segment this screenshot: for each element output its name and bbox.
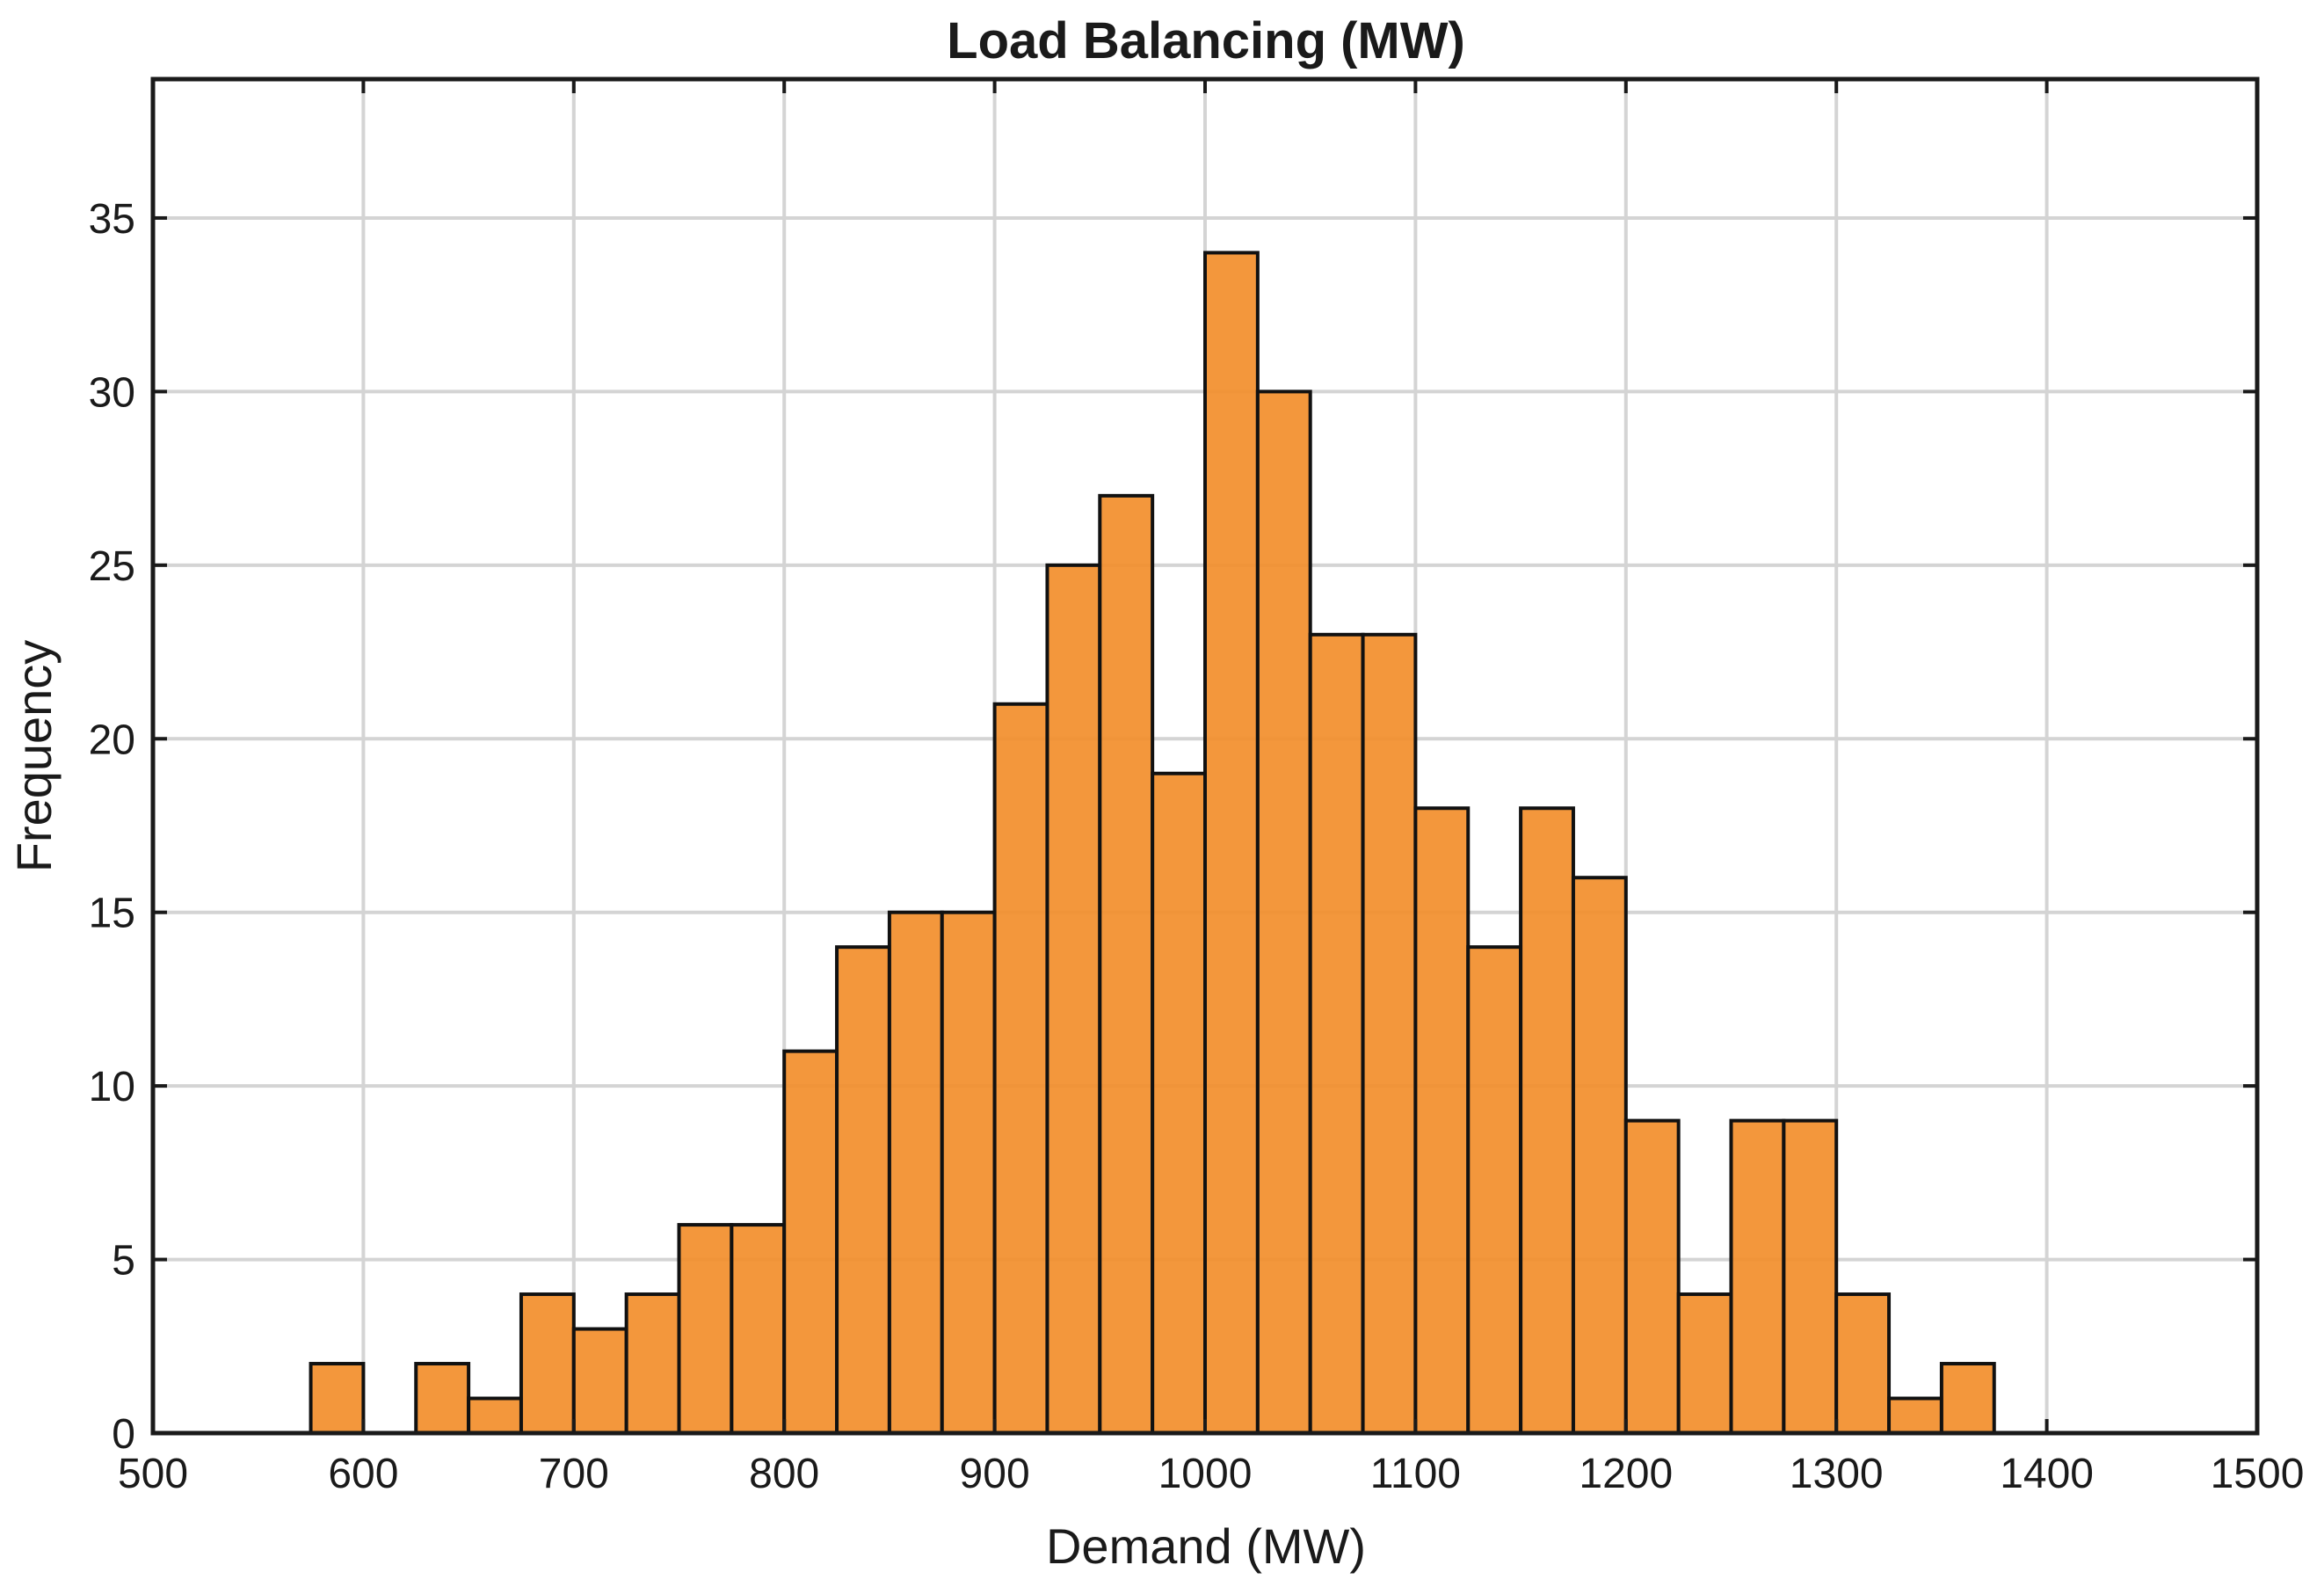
x-tick-label: 600 bbox=[328, 1451, 398, 1497]
y-tick-label: 35 bbox=[89, 196, 135, 243]
y-tick-label: 5 bbox=[112, 1238, 135, 1285]
histogram-bar bbox=[1571, 876, 1628, 1435]
y-axis-label: Frequency bbox=[6, 640, 62, 873]
histogram-bar bbox=[835, 945, 891, 1435]
chart-title: Load Balancing (MW) bbox=[947, 12, 1465, 69]
histogram-bar bbox=[1729, 1118, 1786, 1435]
histogram-bar bbox=[1308, 632, 1365, 1435]
plot-frame bbox=[150, 76, 2260, 1436]
x-tick-label: 1200 bbox=[1579, 1451, 1673, 1497]
histogram-bar bbox=[1519, 806, 1575, 1435]
y-tick-label: 20 bbox=[89, 717, 135, 763]
y-tick-label: 0 bbox=[112, 1411, 135, 1458]
histogram-bar bbox=[887, 910, 944, 1435]
histogram-bar bbox=[624, 1292, 681, 1435]
x-tick-label: 1300 bbox=[1790, 1451, 1884, 1497]
x-tick-label: 1400 bbox=[2000, 1451, 2094, 1497]
histogram-bar bbox=[1151, 771, 1208, 1435]
histogram-bar bbox=[782, 1049, 839, 1435]
histogram-bar bbox=[1466, 945, 1523, 1435]
histogram-bar bbox=[730, 1223, 787, 1435]
histogram-bar bbox=[940, 910, 997, 1435]
bars-group bbox=[309, 251, 1996, 1435]
y-tick-label: 15 bbox=[89, 891, 135, 937]
x-tick-label: 500 bbox=[118, 1451, 188, 1497]
histogram-bar bbox=[1361, 632, 1418, 1435]
histogram-bar bbox=[1623, 1118, 1681, 1435]
histogram-bar bbox=[309, 1362, 366, 1435]
x-tick-label: 1100 bbox=[1370, 1451, 1461, 1497]
histogram-bar bbox=[1045, 563, 1102, 1435]
histogram-bar bbox=[1255, 389, 1312, 1435]
histogram-bar bbox=[1887, 1396, 1943, 1435]
histogram-bar bbox=[992, 702, 1049, 1435]
x-tick-label: 1500 bbox=[2211, 1451, 2305, 1497]
histogram-bar bbox=[571, 1327, 628, 1435]
y-tick-label: 30 bbox=[89, 369, 135, 416]
histogram-bar bbox=[467, 1396, 523, 1435]
histogram-bar bbox=[1098, 493, 1155, 1435]
histogram-bar bbox=[1413, 806, 1471, 1435]
axis-ticks: 500 600 700 800 900 1000 1100 1200 1300 1400 1500 0… bbox=[89, 79, 2305, 1497]
histogram-bar bbox=[414, 1362, 471, 1435]
y-tick-label: 10 bbox=[89, 1064, 135, 1110]
x-tick-label: 800 bbox=[749, 1451, 819, 1497]
histogram-bar bbox=[1203, 251, 1260, 1435]
histogram-bar bbox=[1834, 1292, 1892, 1435]
x-axis-label: Demand (MW) bbox=[1046, 1518, 1366, 1574]
histogram-bar bbox=[519, 1292, 576, 1435]
x-tick-label: 700 bbox=[539, 1451, 609, 1497]
y-tick-label: 25 bbox=[89, 543, 135, 590]
histogram-bar bbox=[1782, 1118, 1839, 1435]
x-tick-label: 1000 bbox=[1158, 1451, 1253, 1497]
histogram-bar bbox=[677, 1223, 734, 1435]
histogram-bar bbox=[1676, 1292, 1733, 1435]
x-tick-label: 900 bbox=[960, 1451, 1030, 1497]
histogram-bar bbox=[1939, 1362, 1996, 1435]
